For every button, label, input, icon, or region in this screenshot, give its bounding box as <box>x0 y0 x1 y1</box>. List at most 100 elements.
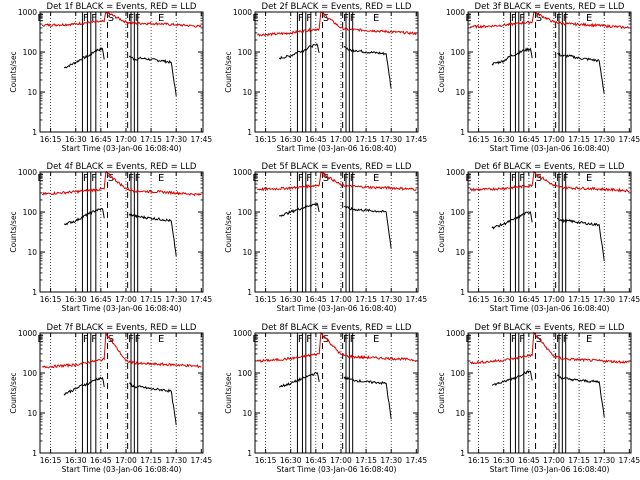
x-tick-label: 17:30 <box>593 456 615 465</box>
interval-marker-e: E <box>158 334 164 345</box>
x-tick-label: 16:15 <box>255 135 277 144</box>
interval-marker-f: F <box>298 173 304 184</box>
y-tick-label: 1000 <box>233 8 252 17</box>
y-tick-label: 1000 <box>446 168 465 177</box>
lld-series-line <box>469 11 630 30</box>
interval-marker-f: F <box>298 334 304 345</box>
events-series-line <box>63 376 177 426</box>
y-tick-label: 10 <box>455 409 465 418</box>
events-series-line <box>279 371 392 420</box>
interval-marker-s: S <box>108 173 114 184</box>
x-axis-label: Start Time (03-Jan-06 16:08:40) <box>490 304 610 313</box>
interval-marker-f: F <box>343 13 349 24</box>
y-tick-label: 10 <box>27 88 37 97</box>
detector-panel-8: Det 8f BLACK = Events, RED = LLD 1 10 100 10… <box>224 323 427 474</box>
detector-panel-4: Det 4f BLACK = Events, RED = LLD 1 10 100 10… <box>9 162 212 313</box>
interval-marker-e: E <box>465 173 471 184</box>
events-series-line <box>491 211 605 261</box>
y-axis-label: Counts/sec <box>437 372 446 413</box>
x-tick-label: 16:30 <box>280 295 302 304</box>
interval-marker-s: S <box>323 13 329 24</box>
x-tick-label: 16:15 <box>40 456 62 465</box>
interval-marker-f: F <box>556 13 562 24</box>
x-tick-label: 16:30 <box>65 295 87 304</box>
y-tick-label: 1 <box>32 449 37 458</box>
interval-marker-f: F <box>343 173 349 184</box>
interval-marker-f: F <box>511 13 517 24</box>
x-tick-label: 17:30 <box>380 135 402 144</box>
interval-marker-f: F <box>306 173 312 184</box>
x-tick-label: 16:45 <box>518 456 540 465</box>
interval-marker-f: F <box>135 334 141 345</box>
x-tick-label: 17:00 <box>330 295 352 304</box>
x-tick-label: 17:15 <box>355 456 377 465</box>
x-axis-label: Start Time (03-Jan-06 16:08:40) <box>62 144 182 153</box>
y-tick-label: 10 <box>242 409 252 418</box>
plot-frame <box>467 171 632 293</box>
events-series-line <box>279 43 392 89</box>
interval-marker-e: E <box>586 13 592 24</box>
plot-frame <box>39 332 204 454</box>
x-tick-label: 17:15 <box>140 456 162 465</box>
x-tick-label: 17:00 <box>543 456 565 465</box>
interval-marker-f: F <box>350 173 356 184</box>
x-axis-label: Start Time (03-Jan-06 16:08:40) <box>277 465 397 474</box>
x-tick-label: 16:30 <box>493 456 515 465</box>
x-tick-label: 16:15 <box>468 135 490 144</box>
x-axis-label: Start Time (03-Jan-06 16:08:40) <box>277 304 397 313</box>
x-tick-label: 16:45 <box>90 135 112 144</box>
interval-marker-f: F <box>350 13 356 24</box>
x-tick-label: 17:45 <box>191 135 213 144</box>
x-tick-label: 17:15 <box>140 295 162 304</box>
y-tick-label: 10 <box>242 88 252 97</box>
interval-marker-f: F <box>519 334 525 345</box>
x-tick-label: 16:45 <box>518 135 540 144</box>
events-series-line <box>491 47 605 94</box>
y-axis-label: Counts/sec <box>224 51 233 92</box>
y-axis-label: Counts/sec <box>9 211 18 252</box>
interval-marker-f: F <box>83 173 89 184</box>
plot-frame <box>467 332 632 454</box>
lld-series-line <box>469 331 630 365</box>
y-axis-label: Counts/sec <box>224 211 233 252</box>
interval-marker-f: F <box>135 173 141 184</box>
y-axis-label: Counts/sec <box>9 372 18 413</box>
plot-frame <box>254 11 419 133</box>
x-tick-label: 17:45 <box>191 456 213 465</box>
interval-marker-e: E <box>252 334 258 345</box>
x-tick-label: 17:15 <box>140 135 162 144</box>
lld-series-line <box>256 331 417 363</box>
y-tick-label: 100 <box>23 369 38 378</box>
interval-marker-f: F <box>343 334 349 345</box>
x-tick-label: 17:45 <box>406 295 428 304</box>
y-tick-label: 1 <box>460 449 465 458</box>
interval-marker-e: E <box>158 173 164 184</box>
x-tick-label: 16:15 <box>40 295 62 304</box>
x-tick-label: 17:45 <box>406 135 428 144</box>
interval-marker-f: F <box>563 13 569 24</box>
panel-title: Det 4f BLACK = Events, RED = LLD <box>47 162 197 172</box>
x-tick-label: 16:30 <box>65 135 87 144</box>
y-tick-label: 1 <box>247 128 252 137</box>
x-tick-label: 16:45 <box>305 135 327 144</box>
x-tick-label: 17:30 <box>165 295 187 304</box>
interval-marker-f: F <box>135 13 141 24</box>
interval-marker-f: F <box>91 173 97 184</box>
y-tick-label: 1 <box>247 449 252 458</box>
interval-marker-f: F <box>128 334 134 345</box>
detector-panel-5: Det 5f BLACK = Events, RED = LLD 1 10 100 10… <box>224 162 427 313</box>
interval-marker-f: F <box>91 334 97 345</box>
x-tick-label: 17:15 <box>355 295 377 304</box>
interval-marker-f: F <box>83 334 89 345</box>
panel-title: Det 6f BLACK = Events, RED = LLD <box>475 162 625 172</box>
y-tick-label: 10 <box>455 88 465 97</box>
plot-frame <box>39 11 204 133</box>
lld-series-line <box>41 170 202 197</box>
events-series-line <box>63 207 177 256</box>
x-tick-label: 16:15 <box>468 295 490 304</box>
interval-marker-f: F <box>83 13 89 24</box>
interval-marker-s: S <box>108 334 114 345</box>
x-tick-label: 16:30 <box>280 135 302 144</box>
plot-frame <box>39 171 204 293</box>
x-tick-label: 16:15 <box>468 456 490 465</box>
